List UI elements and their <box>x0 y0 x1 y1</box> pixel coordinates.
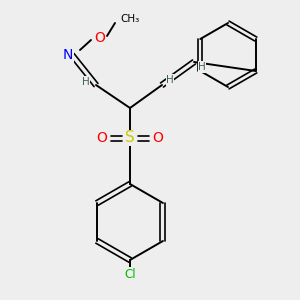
Text: H: H <box>82 77 90 87</box>
Text: H: H <box>198 62 206 72</box>
Text: Cl: Cl <box>124 268 136 281</box>
Text: S: S <box>125 130 135 146</box>
Text: CH₃: CH₃ <box>120 14 140 24</box>
Text: O: O <box>97 131 107 145</box>
Text: O: O <box>153 131 164 145</box>
Text: O: O <box>94 31 105 45</box>
Text: N: N <box>63 48 73 62</box>
Text: H: H <box>166 75 174 85</box>
